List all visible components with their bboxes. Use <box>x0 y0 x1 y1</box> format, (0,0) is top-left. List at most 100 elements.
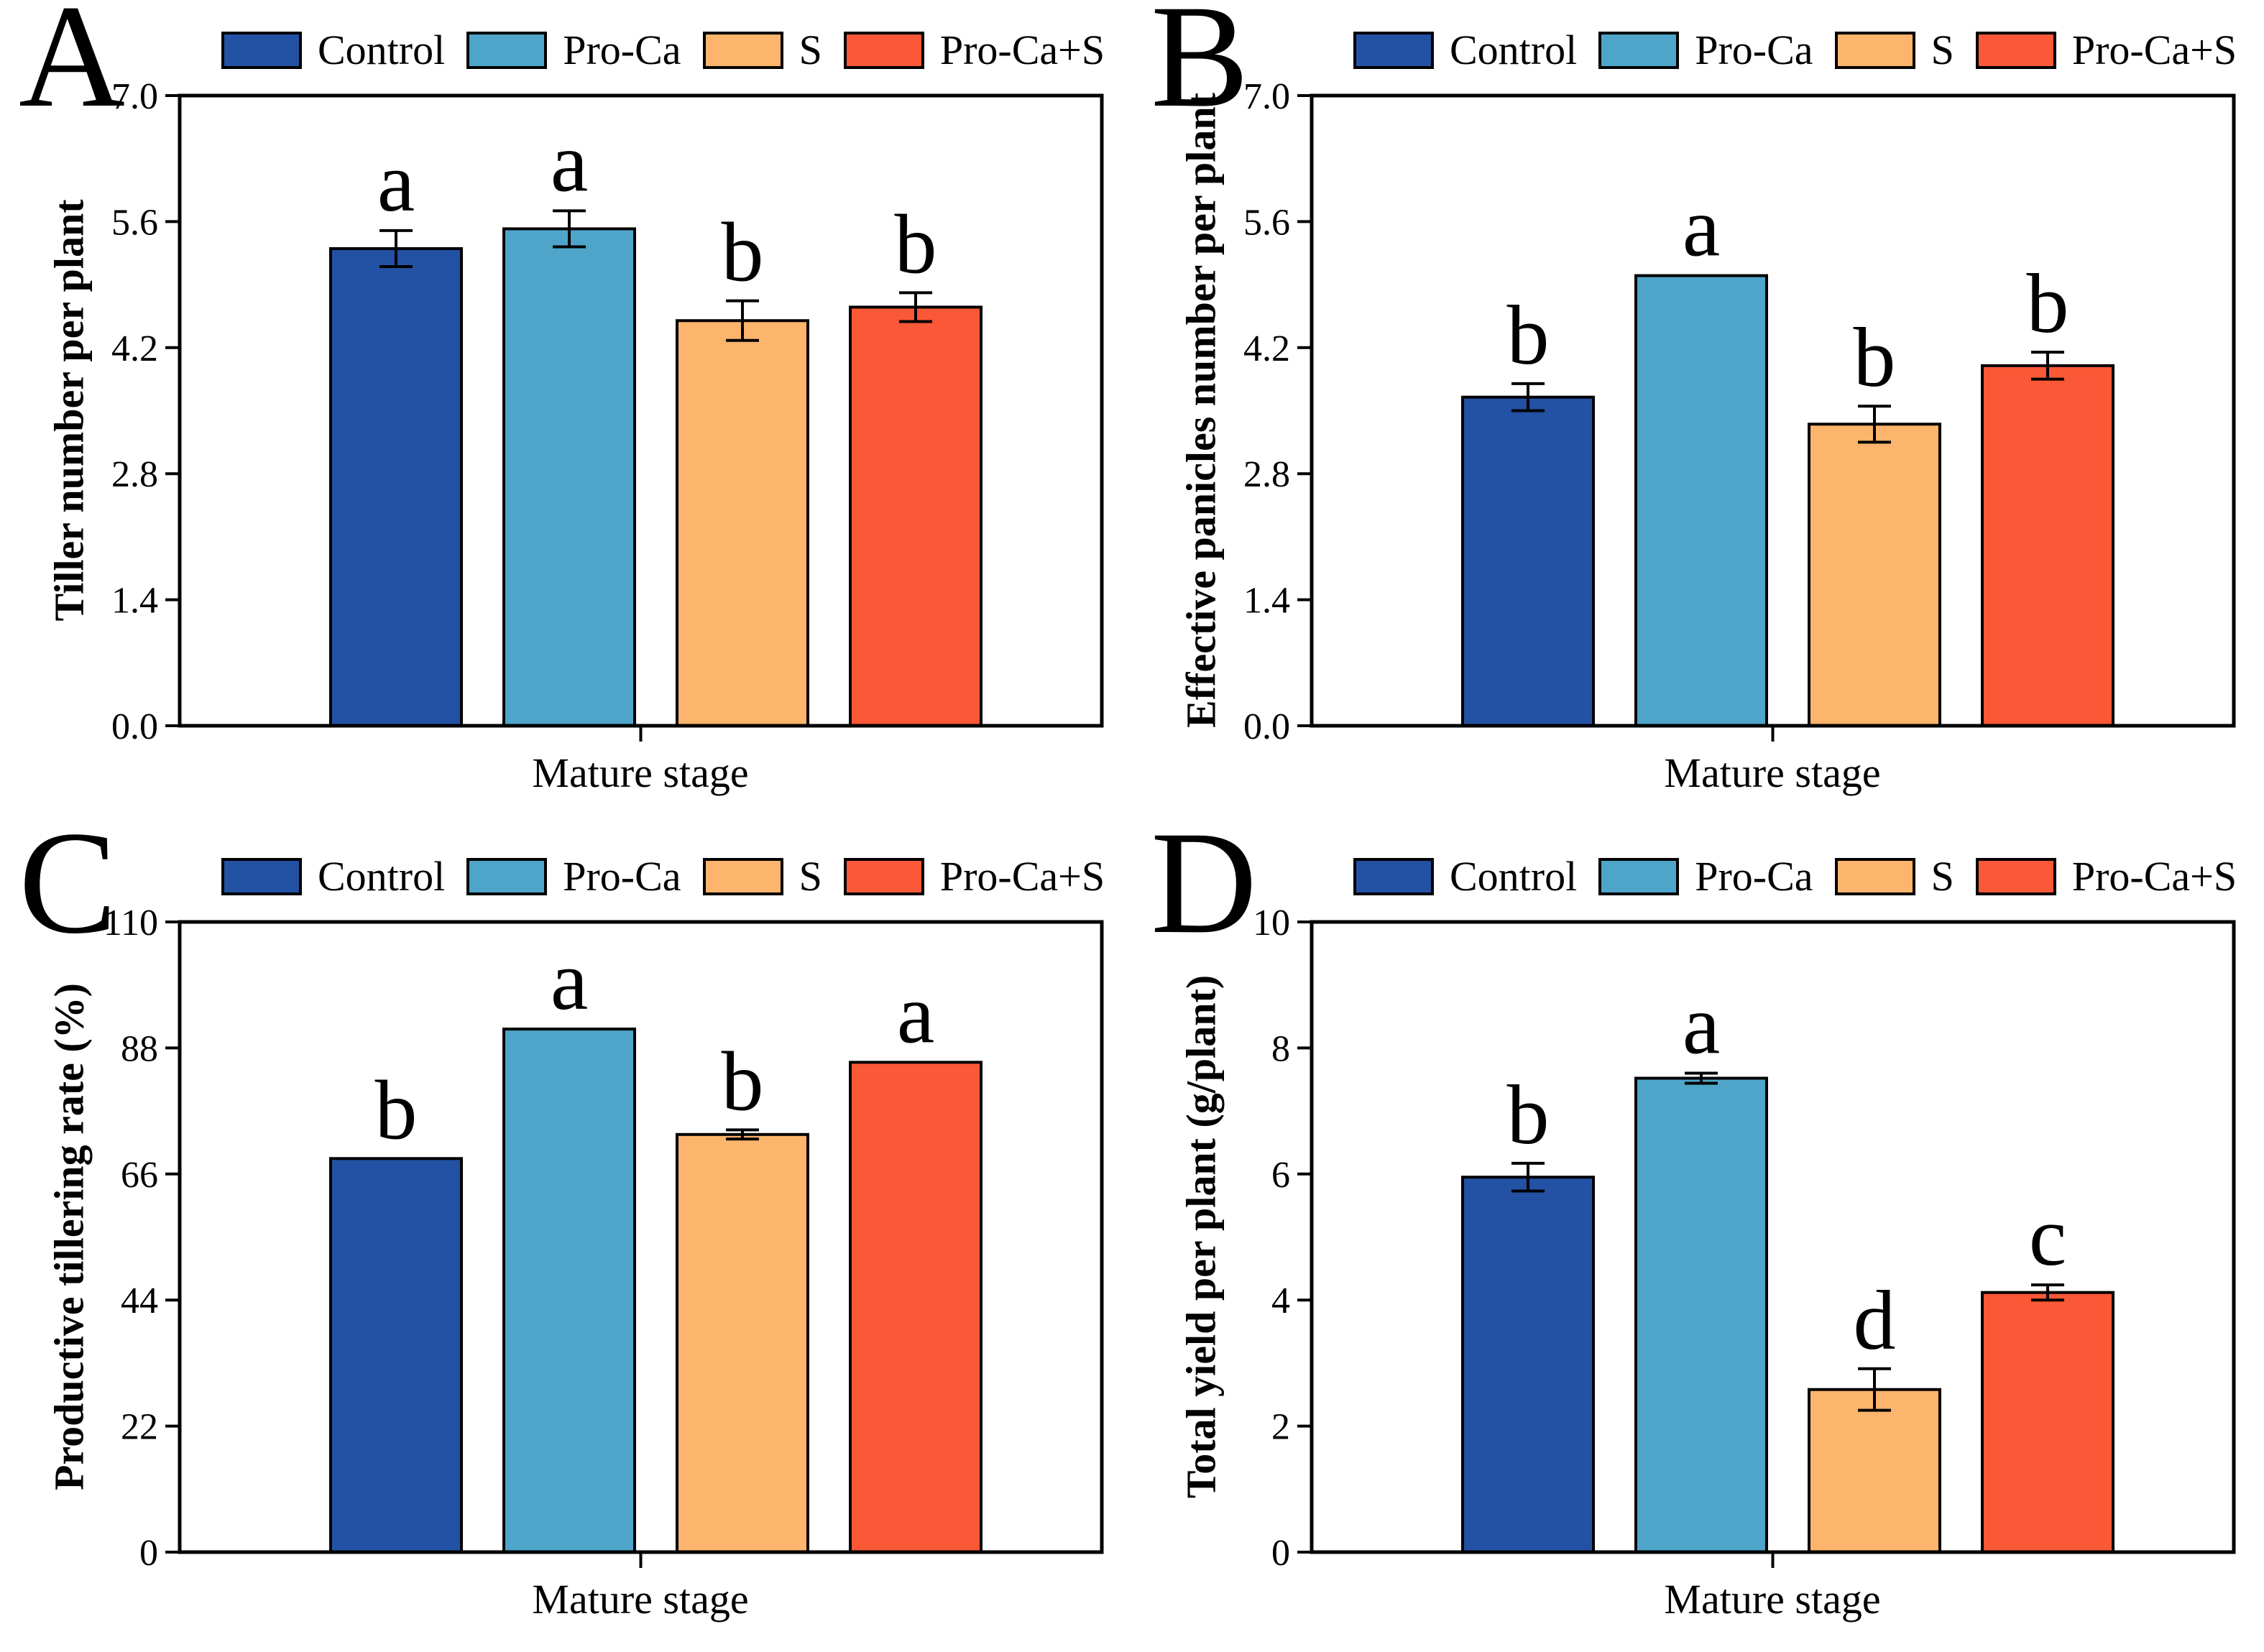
legend-item-proca-s: Pro-Ca+S <box>1975 856 2237 897</box>
legend-item-control: Control <box>1353 856 1577 897</box>
y-tick-label: 2.8 <box>1243 454 1290 495</box>
bar-control <box>1461 395 1595 727</box>
y-tick-label: 2.8 <box>111 454 158 495</box>
sig-letter: a <box>1683 977 1720 1071</box>
legend-item-s: S <box>702 853 822 900</box>
y-tick-label: 5.6 <box>111 202 158 243</box>
sig-letter: b <box>375 1063 418 1157</box>
legend-swatch-s-icon <box>1834 858 1915 895</box>
legend-label-s: S <box>799 27 822 73</box>
legend-label-control: Control <box>318 853 446 900</box>
plot-frame <box>1310 920 2236 1554</box>
legend-label-proca-s: Pro-Ca+S <box>939 27 1105 73</box>
sig-letter: c <box>2029 1189 2066 1283</box>
legend-swatch-proca-s-icon <box>843 858 924 895</box>
legend-item-proca: Pro-Ca <box>466 29 681 71</box>
x-axis-label-b: Mature stage <box>1664 749 1881 796</box>
legend-item-control: Control <box>221 856 445 897</box>
panel-c: 0 22 44 66 88 110 b a b a C Control Pro-Ca S Pro-… <box>0 809 1132 1652</box>
bar-pro-ca-s <box>1981 1291 2115 1554</box>
legend-b: Control Pro-Ca S Pro-Ca+S <box>1353 27 2237 73</box>
y-axis-label-b: Effective panicles number per plant <box>1177 93 1225 728</box>
legend-item-proca-s: Pro-Ca+S <box>843 853 1105 900</box>
y-tick-label: 0 <box>139 1533 158 1574</box>
y-axis-label-c: Productive tillering rate (%) <box>45 983 93 1490</box>
bar-s <box>1808 1388 1941 1554</box>
legend-item-proca: Pro-Ca <box>466 856 681 897</box>
legend-label-control: Control <box>1450 27 1578 73</box>
legend-label-s: S <box>799 853 822 900</box>
y-tick-label: 88 <box>121 1028 158 1069</box>
sig-letter: b <box>722 1034 764 1128</box>
y-tick-label: 7.0 <box>111 76 158 117</box>
legend-label-proca: Pro-Ca <box>1695 27 1813 73</box>
panel-a: 0.0 1.4 2.8 4.2 5.6 7.0 a a b b A Control Pro-Ca … <box>0 0 1132 826</box>
y-tick-label: 2 <box>1271 1407 1290 1448</box>
legend-swatch-control-icon <box>1353 32 1434 69</box>
y-axis-label-a: Tiller number per plant <box>45 199 93 622</box>
y-tick-label: 44 <box>121 1280 158 1321</box>
sig-letter: a <box>1683 180 1720 274</box>
panel-letter-d: D <box>1151 801 1258 964</box>
bar-chart-c: 0 22 44 66 88 110 b a b a <box>103 903 1104 1574</box>
plot-frame <box>1310 93 2236 728</box>
legend-a: Control Pro-Ca S Pro-Ca+S <box>221 27 1105 73</box>
legend-label-proca-s: Pro-Ca+S <box>939 853 1105 900</box>
legend-label-proca-s: Pro-Ca+S <box>2071 27 2237 73</box>
y-tick-label: 5.6 <box>1243 202 1290 243</box>
y-tick-label: 1.4 <box>111 581 158 622</box>
panel-letter-b: B <box>1151 0 1249 138</box>
sig-letter: a <box>551 933 588 1028</box>
sig-letter: a <box>551 115 588 209</box>
legend-label-proca: Pro-Ca <box>1695 853 1813 900</box>
y-axis-label-d: Total yield per plant (g/plant) <box>1177 974 1225 1499</box>
legend-swatch-proca-s-icon <box>843 32 924 69</box>
plot-frame <box>178 920 1104 1554</box>
legend-c: Control Pro-Ca S Pro-Ca+S <box>221 853 1105 900</box>
bar-chart-a: 0.0 1.4 2.8 4.2 5.6 7.0 a a b b <box>111 76 1104 747</box>
legend-swatch-control-icon <box>221 32 302 69</box>
sig-letter: b <box>1854 310 1896 405</box>
sig-letter: b <box>1507 288 1550 382</box>
y-tick-label: 4.2 <box>111 328 158 369</box>
bar-control <box>329 1157 463 1554</box>
bar-control <box>1461 1176 1595 1554</box>
x-axis-label-a: Mature stage <box>532 749 749 796</box>
legend-item-control: Control <box>221 29 445 71</box>
legend-swatch-control-icon <box>221 858 302 895</box>
bar-chart-b: 0.0 1.4 2.8 4.2 5.6 7.0 b a b b <box>1243 76 2236 747</box>
bar-control <box>329 246 463 727</box>
y-tick-label: 8 <box>1271 1028 1290 1069</box>
sig-letter: d <box>1854 1273 1896 1367</box>
legend-label-s: S <box>1931 853 1954 900</box>
legend-item-s: S <box>1834 853 1954 900</box>
legend-item-s: S <box>702 27 822 73</box>
sig-letter: a <box>897 966 934 1061</box>
bar-s <box>676 319 809 727</box>
legend-label-control: Control <box>1450 853 1578 900</box>
legend-item-proca-s: Pro-Ca+S <box>1975 27 2237 73</box>
legend-d: Control Pro-Ca S Pro-Ca+S <box>1353 853 2237 900</box>
y-tick-label: 10 <box>1253 903 1290 943</box>
legend-item-control: Control <box>1353 29 1577 71</box>
legend-swatch-s-icon <box>702 32 783 69</box>
panel-b: 0.0 1.4 2.8 4.2 5.6 7.0 b a b b B Control Pro-Ca … <box>1132 0 2264 826</box>
panel-d: 0 2 4 6 8 10 b a d c D Control Pro-Ca S Pro-Ca+S … <box>1132 809 2264 1652</box>
legend-swatch-proca-icon <box>466 858 548 895</box>
legend-swatch-s-icon <box>702 858 783 895</box>
bar-pro-ca-s <box>1981 364 2115 727</box>
sig-letter: b <box>1507 1068 1550 1162</box>
y-tick-label: 0.0 <box>111 706 158 747</box>
sig-letter: b <box>2027 257 2069 351</box>
y-tick-label: 22 <box>121 1407 158 1448</box>
legend-swatch-control-icon <box>1353 858 1434 895</box>
bar-chart-d: 0 2 4 6 8 10 b a d c <box>1253 903 2236 1574</box>
legend-item-proca: Pro-Ca <box>1598 29 1813 71</box>
bar-pro-ca <box>1634 274 1768 728</box>
bar-s <box>1808 423 1941 727</box>
sig-letter: b <box>722 206 764 300</box>
y-tick-label: 6 <box>1271 1155 1290 1196</box>
sig-letter: b <box>895 197 937 291</box>
y-tick-label: 0 <box>1271 1533 1290 1574</box>
